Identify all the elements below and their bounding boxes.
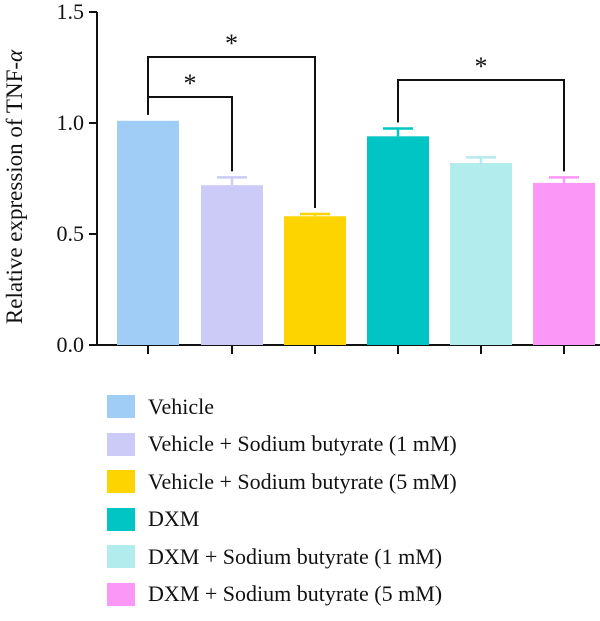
- legend: Vehicle Vehicle + Sodium butyrate (1 mM) V…: [107, 388, 457, 613]
- legend-item: DXM: [107, 501, 457, 539]
- bar-3: [367, 136, 429, 345]
- legend-label: Vehicle: [148, 393, 214, 419]
- significance-label-2: *: [475, 52, 488, 81]
- bars: [117, 120, 595, 345]
- legend-item: DXM + Sodium butyrate (1 mM): [107, 538, 457, 576]
- significance-bracket-1: [147, 56, 316, 209]
- significance-label-0: *: [184, 69, 197, 98]
- significance-bracket-2: [397, 79, 565, 172]
- y-tick-label-3: 1.5: [57, 0, 85, 24]
- y-tick-label-0: 0.0: [57, 332, 85, 357]
- bar-chart: 0.0 0.5 1.0 1.5 * * * Relative expression of …: [2, 0, 600, 357]
- y-axis-label: Relative expression of TNF-α: [2, 49, 27, 324]
- legend-swatch: [107, 582, 135, 606]
- legend-item: DXM + Sodium butyrate (5 mM): [107, 576, 457, 614]
- bar-1: [201, 185, 263, 345]
- y-tick-label-1: 0.5: [57, 221, 85, 246]
- legend-swatch: [107, 395, 135, 419]
- significance-brackets: * * *: [147, 29, 565, 209]
- legend-swatch: [107, 470, 135, 494]
- y-tick-label-2: 1.0: [57, 110, 85, 135]
- y-axis-label-alpha: α: [2, 49, 27, 62]
- bar-4: [450, 162, 512, 345]
- legend-swatch: [107, 507, 135, 531]
- legend-label: Vehicle + Sodium butyrate (1 mM): [148, 431, 457, 457]
- legend-item: Vehicle + Sodium butyrate (5 mM): [107, 463, 457, 501]
- bar-2: [284, 216, 346, 345]
- legend-label: DXM: [148, 506, 200, 532]
- chart-area: 0.0 0.5 1.0 1.5 * * * Relative expression of …: [2, 0, 600, 357]
- axes: 0.0 0.5 1.0 1.5: [57, 0, 600, 357]
- bar-5: [533, 182, 595, 345]
- legend-label: Vehicle + Sodium butyrate (5 mM): [148, 468, 457, 494]
- legend-label: DXM + Sodium butyrate (1 mM): [148, 543, 443, 569]
- y-axis-label-main: Relative expression of TNF-: [2, 62, 27, 324]
- legend-item: Vehicle + Sodium butyrate (1 mM): [107, 426, 457, 464]
- bar-0: [117, 120, 179, 345]
- significance-label-1: *: [225, 29, 238, 58]
- legend-item: Vehicle: [107, 388, 457, 426]
- legend-swatch: [107, 545, 135, 569]
- legend-label: DXM + Sodium butyrate (5 mM): [148, 581, 443, 607]
- legend-swatch: [107, 432, 135, 456]
